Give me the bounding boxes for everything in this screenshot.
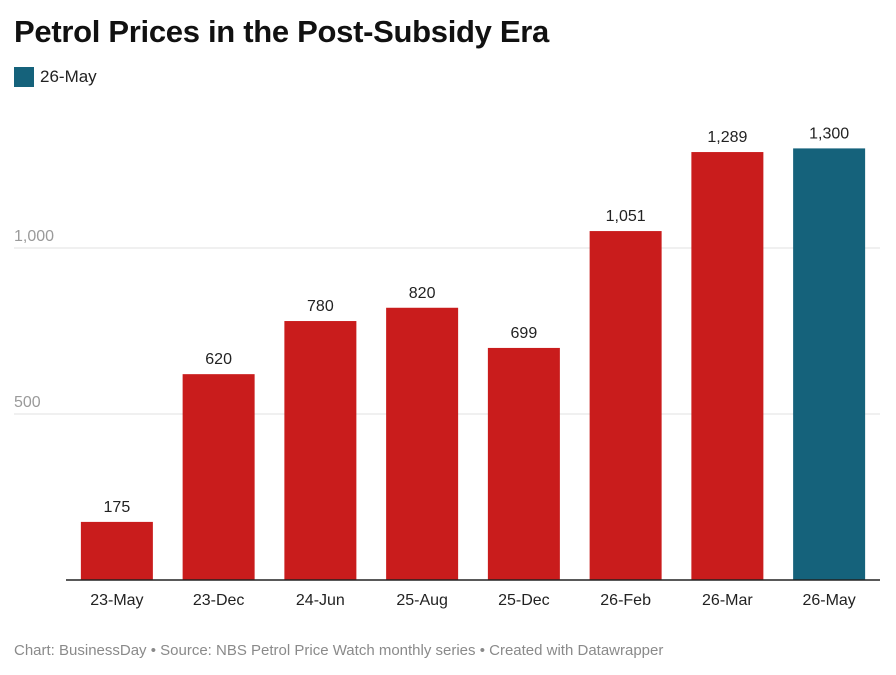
x-tick-label: 23-Dec [193, 592, 245, 609]
value-label: 820 [409, 285, 436, 302]
bar [589, 231, 662, 580]
x-tick-label: 26-Feb [600, 592, 651, 609]
legend-swatch [14, 67, 34, 87]
value-label: 780 [307, 298, 334, 315]
value-label: 699 [511, 325, 538, 342]
value-label: 1,300 [809, 125, 849, 142]
x-tick-label: 24-Jun [296, 592, 345, 609]
x-tick-label: 23-May [90, 592, 143, 609]
chart-title: Petrol Prices in the Post-Subsidy Era [14, 14, 550, 49]
bar [284, 321, 357, 580]
bar [80, 521, 153, 580]
chart-footer: Chart: BusinessDay • Source: NBS Petrol … [14, 642, 664, 659]
x-tick-label: 25-Dec [498, 592, 550, 609]
x-tick-label: 25-Aug [396, 592, 448, 609]
y-tick-label: 500 [14, 394, 41, 411]
bar [386, 307, 459, 580]
x-tick-label: 26-Mar [702, 592, 753, 609]
value-label: 1,051 [606, 208, 646, 225]
y-tick-label: 1,000 [14, 228, 54, 245]
legend: 26-May [14, 67, 97, 87]
bar [487, 347, 560, 580]
bar [691, 152, 764, 580]
bar [793, 148, 866, 580]
legend-label: 26-May [40, 67, 97, 86]
value-label: 1,289 [707, 129, 747, 146]
value-label: 175 [104, 499, 131, 516]
value-label: 620 [205, 351, 232, 368]
x-tick-label: 26-May [802, 592, 855, 609]
bar [182, 374, 255, 580]
